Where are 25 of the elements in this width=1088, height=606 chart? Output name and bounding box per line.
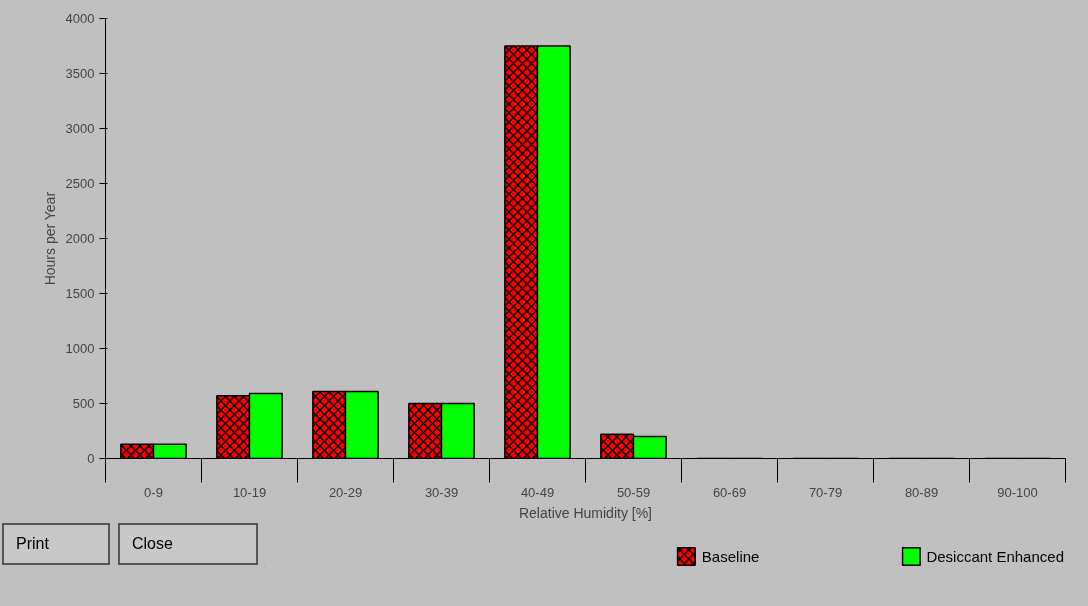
x-tick-label: 20-29 [328,484,363,500]
y-axis-title: Hours per Year [41,191,58,286]
y-tick-label: 2500 [65,176,95,191]
x-tick-label: 70-79 [808,484,843,500]
text: Close [118,523,258,565]
y-tick-label: 2000 [65,231,95,246]
x-tick-label: 80-89 [904,484,939,500]
x-tick-label: 10-19 [232,484,267,500]
x-tick-label: 90-100 [997,484,1038,500]
legend-label: Baseline [701,547,760,565]
legend-label: Desiccant Enhanced [926,547,1064,565]
y-tick-label: 500 [72,396,95,411]
y-tick-label: 3500 [65,66,95,81]
y-tick-label: 1500 [65,286,95,301]
x-axis-title: Relative Humidity [%] [518,504,653,521]
x-tick-label: 30-39 [424,484,459,500]
text: Print [2,523,110,565]
y-tick-label: 0 [87,451,95,466]
x-tick-label: 60-69 [712,484,747,500]
x-tick-label: 50-59 [616,484,651,500]
y-tick-label: 3000 [65,121,95,136]
x-tick-label: 40-49 [520,484,555,500]
y-tick-label: 1000 [65,341,95,356]
x-tick-label: 0-9 [144,484,163,500]
y-tick-label: 4000 [65,11,95,26]
